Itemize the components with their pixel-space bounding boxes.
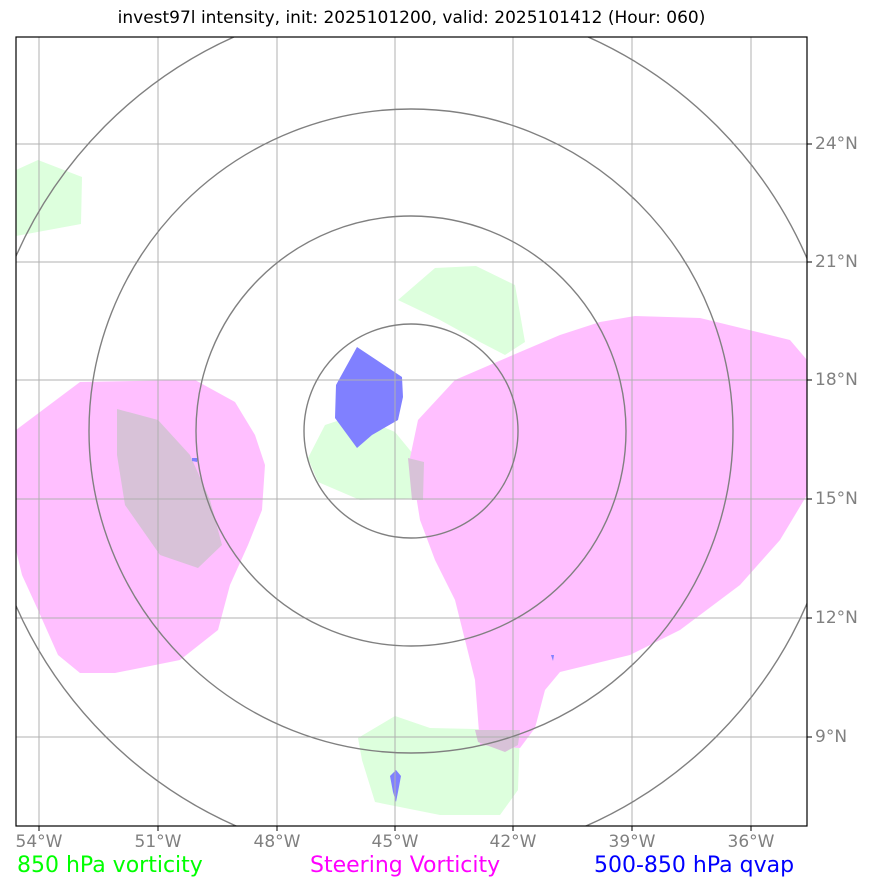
lon-label: 45°W	[371, 832, 419, 852]
range-ring-1	[303, 323, 519, 539]
vort850-areas	[16, 160, 525, 815]
lon-label: 51°W	[134, 832, 182, 852]
steering-vorticity-areas	[16, 316, 807, 748]
lat-label: 12°N	[815, 608, 858, 628]
plot-frame	[15, 36, 808, 827]
qvap-area-speck-west	[192, 458, 198, 462]
overlap-area-west	[117, 409, 222, 568]
legend-850-vorticity: 850 hPa vorticity	[17, 853, 203, 878]
vort850-area-ne-center	[398, 266, 525, 355]
range-ring-3	[88, 108, 734, 754]
lat-label: 15°N	[815, 489, 858, 509]
vort850-area-center	[308, 415, 420, 500]
lon-label: 42°W	[489, 832, 537, 852]
qvap-area-center	[335, 347, 403, 448]
lat-label: 21°N	[815, 252, 858, 272]
steering-area-east	[410, 316, 807, 748]
lon-label: 54°W	[15, 832, 63, 852]
legend-steering-vorticity: Steering Vorticity	[310, 853, 501, 878]
legend-qvap: 500-850 hPa qvap	[594, 853, 795, 878]
overlap-area-center	[408, 458, 424, 500]
graticule	[16, 37, 807, 826]
map-title: invest97l intensity, init: 2025101200, v…	[117, 8, 706, 28]
lat-label: 18°N	[815, 370, 858, 390]
lat-label: 24°N	[815, 134, 858, 154]
range-rings	[16, 37, 807, 826]
lon-label: 48°W	[253, 832, 301, 852]
qvap-area-speck-east	[551, 655, 554, 661]
lat-label: 9°N	[815, 727, 848, 747]
range-ring-2	[195, 215, 627, 647]
axis-ticks	[38, 143, 812, 831]
lon-label: 36°W	[727, 832, 775, 852]
vort850-area-nw	[16, 160, 82, 236]
lon-label: 39°W	[608, 832, 656, 852]
